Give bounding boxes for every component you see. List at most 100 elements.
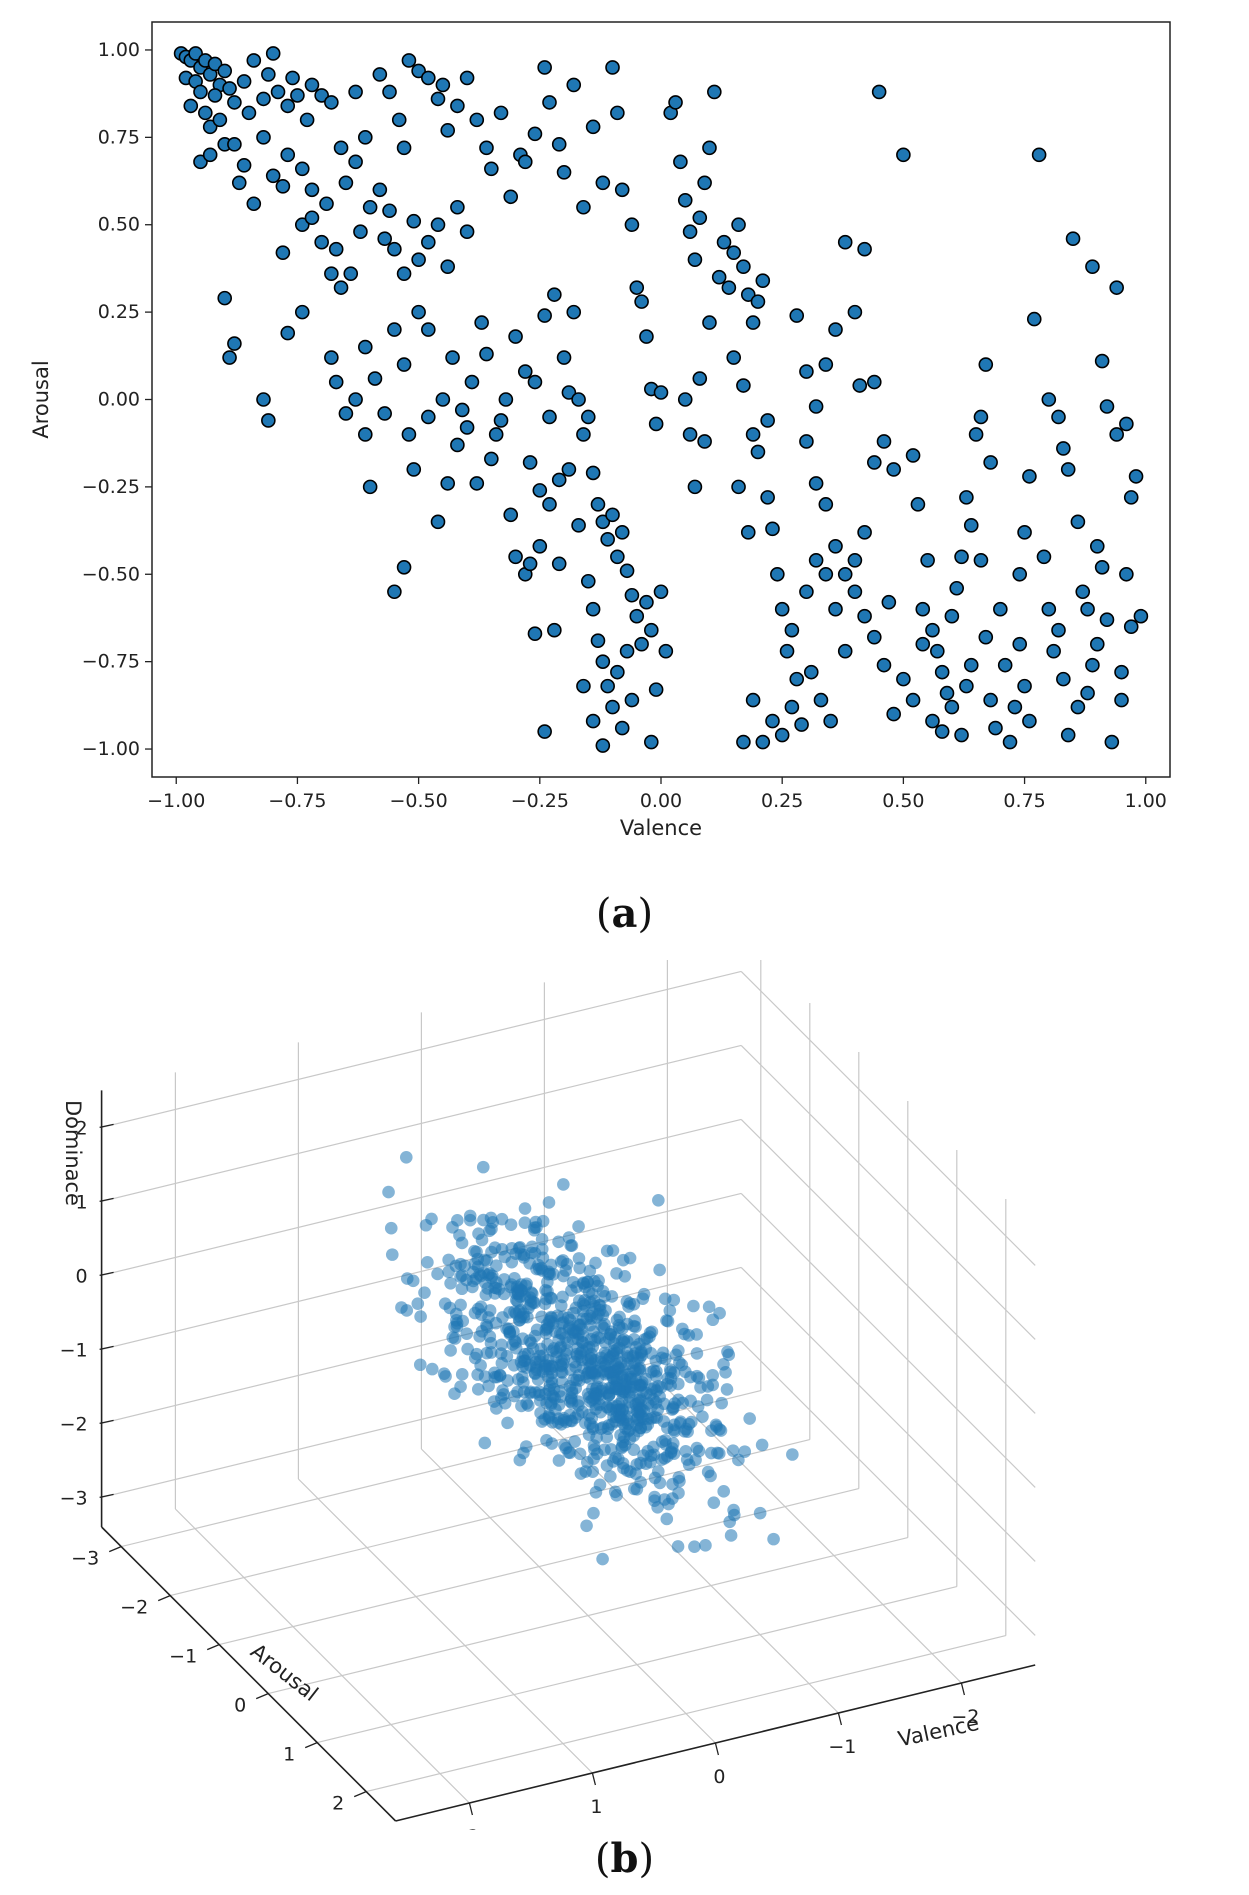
data-point — [566, 77, 582, 93]
data-point — [568, 1355, 581, 1369]
data-point — [784, 622, 800, 638]
grid-line — [666, 1388, 962, 1684]
data-point — [639, 1420, 653, 1434]
data-point — [740, 287, 756, 302]
scatter-3d-plot-b: 2 1 0 −1 −2 −3 −3 −2 −1 0 1 2 2 1 0 −1 −2 Dominace Arousal… — [60, 952, 1036, 1848]
data-point — [478, 1253, 491, 1267]
data-point — [750, 444, 766, 460]
data-point — [697, 175, 712, 191]
data-point — [362, 479, 378, 495]
grid-line — [170, 1439, 810, 1597]
data-point — [501, 1416, 514, 1430]
data-point — [446, 1221, 459, 1234]
data-point — [448, 1387, 461, 1401]
data-point — [333, 280, 349, 295]
data-point — [794, 717, 809, 732]
x-tick-label: −0.25 — [511, 790, 569, 812]
data-point — [450, 437, 465, 453]
data-point — [623, 1432, 637, 1446]
data-point — [910, 497, 926, 512]
data-point — [236, 74, 252, 89]
data-point — [202, 147, 218, 163]
data-point — [500, 1349, 514, 1363]
x-axis-label: Valence — [896, 1711, 981, 1752]
data-point — [629, 1364, 642, 1377]
caption-b-open: ( — [594, 1836, 611, 1882]
data-point — [583, 1264, 597, 1278]
data-point — [944, 699, 960, 715]
data-point — [227, 336, 242, 351]
data-point — [1017, 525, 1032, 540]
data-point — [701, 1380, 715, 1393]
data-point — [624, 692, 640, 708]
caption-a-letter: a — [611, 890, 638, 937]
data-point — [667, 1366, 681, 1379]
data-point — [464, 374, 480, 390]
data-point — [652, 1193, 665, 1207]
data-point — [556, 1316, 570, 1329]
z-tick-label: 0 — [76, 1265, 88, 1287]
y-tick-label: −1 — [169, 1646, 197, 1668]
data-point — [290, 88, 305, 103]
data-point — [495, 1338, 508, 1352]
data-point — [479, 140, 494, 156]
grid-line — [101, 1266, 742, 1424]
data-point — [604, 1470, 617, 1483]
data-point — [328, 374, 344, 390]
data-point — [565, 1396, 579, 1410]
data-point — [455, 1368, 469, 1381]
data-point — [876, 434, 892, 449]
data-point — [504, 1218, 518, 1231]
data-point — [723, 1515, 737, 1529]
data-point — [391, 112, 407, 128]
data-point — [572, 1220, 585, 1233]
data-point — [677, 392, 693, 407]
data-point — [469, 476, 485, 491]
z-tick-label: 1 — [76, 1191, 88, 1213]
data-point — [667, 1402, 680, 1415]
data-point — [624, 1465, 637, 1479]
data-point — [606, 1244, 620, 1257]
data-point — [576, 199, 591, 215]
data-point — [430, 217, 446, 233]
data-point — [605, 60, 620, 75]
data-point — [920, 552, 935, 568]
data-point — [513, 1240, 527, 1254]
x-tick-mark — [960, 1682, 966, 1696]
data-point — [445, 350, 460, 365]
data-point — [1128, 469, 1144, 484]
data-point — [580, 1341, 594, 1355]
data-point — [679, 1365, 692, 1379]
data-point — [1109, 280, 1124, 295]
data-point — [566, 304, 582, 320]
x-tick-label: 0 — [713, 1766, 725, 1788]
data-point — [949, 580, 965, 596]
data-point — [552, 1454, 566, 1467]
data-point — [610, 664, 625, 680]
data-point — [540, 1396, 553, 1410]
data-point — [1085, 259, 1100, 274]
data-point — [450, 1320, 464, 1333]
data-point — [522, 455, 538, 470]
data-point — [677, 192, 693, 208]
data-point — [418, 1286, 431, 1299]
data-point — [521, 1399, 535, 1412]
data-point — [672, 1486, 685, 1500]
data-point — [430, 91, 446, 107]
data-point — [188, 46, 203, 61]
data-point — [471, 1383, 485, 1396]
data-point — [866, 629, 882, 645]
data-point — [542, 1265, 556, 1279]
data-point — [837, 643, 853, 659]
data-point — [594, 1422, 608, 1435]
data-point — [496, 1311, 509, 1324]
data-point — [460, 1273, 473, 1287]
data-point — [554, 1340, 568, 1353]
data-point — [406, 213, 422, 229]
data-point — [1017, 678, 1032, 694]
data-point — [246, 196, 262, 212]
data-point — [450, 199, 465, 215]
data-point — [1012, 636, 1028, 652]
data-point — [590, 633, 606, 648]
data-point — [586, 1363, 600, 1377]
